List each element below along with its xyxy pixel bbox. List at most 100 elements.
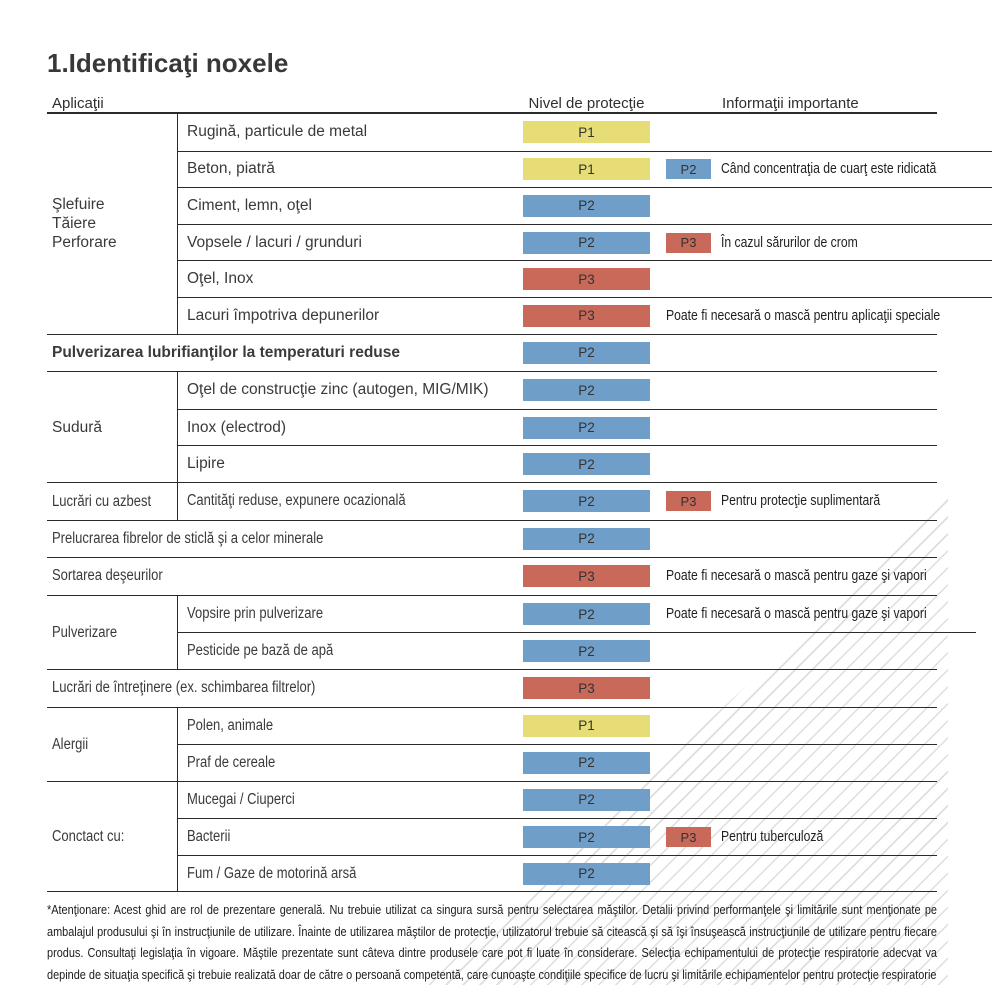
table-row: Oţel, Inox P3 <box>178 260 993 297</box>
table-group: Pulverizarea lubrifianţilor la temperatu… <box>47 333 937 372</box>
protection-chip: P1 <box>523 121 650 144</box>
row-label: Vopsele / lacuri / grunduri <box>187 233 362 251</box>
row-label: Cantităţi reduse, expunere ocazională <box>187 492 406 510</box>
info-text: Pentru tuberculoză <box>721 829 824 846</box>
table-row: Beton, piatră P1 P2 Când concentraţia de… <box>178 150 993 188</box>
info-text: Poate fi necesară o mască pentru aplicaţ… <box>666 307 941 324</box>
category-cell: Conctact cu: <box>47 781 178 892</box>
row-label: Lipire <box>187 455 225 473</box>
table-row: Vopsele / lacuri / grunduri P2 P3 În caz… <box>178 223 993 261</box>
protection-chip: P2 <box>523 751 650 774</box>
table-row: Vopsire prin pulverizare P2 Poate fi nec… <box>178 596 976 633</box>
info-text: Când concentraţia de cuarţ este ridicată <box>721 161 937 178</box>
table-row: Lipire P2 <box>178 445 937 482</box>
table-group: Lucrări de întreţinere (ex. schimbarea f… <box>47 668 937 707</box>
row-label: Oţel, Inox <box>187 270 254 288</box>
protection-chip-secondary: P3 <box>666 491 711 512</box>
protection-chip-secondary: P2 <box>666 159 711 180</box>
protection-chip: P2 <box>523 788 650 811</box>
table-row: Lacuri împotriva depunerilor P3 Poate fi… <box>178 296 993 334</box>
category-cell: Lucrări cu azbest <box>47 482 178 520</box>
table-row: Fum / Gaze de motorină arsă P2 <box>178 854 937 892</box>
table-body: Şlefuire Tăiere Perforare Rugină, partic… <box>47 114 993 893</box>
table-group: Sortarea deşeurilor P3 Poate fi necesară… <box>47 557 937 595</box>
table-group: Sudură Oţel de construcţie zinc (autogen… <box>47 371 937 482</box>
protection-chip: P3 <box>523 565 650 588</box>
table-group: Prelucrarea fibrelor de sticlă şi a celo… <box>47 519 937 558</box>
row-label: Fum / Gaze de motorină arsă <box>187 864 357 882</box>
row-label: Pulverizarea lubrifianţilor la temperatu… <box>52 343 401 361</box>
category-label: Lucrări cu azbest <box>52 492 152 510</box>
row-label: Beton, piatră <box>187 160 275 178</box>
row-label: Praf de cereale <box>187 753 276 771</box>
protection-chip-secondary: P3 <box>666 827 711 848</box>
row-label: Oţel de construcţie zinc (autogen, MIG/M… <box>187 381 489 399</box>
protection-chip: P2 <box>523 416 650 439</box>
category-label: Conctact cu: <box>52 828 125 846</box>
table-row: Cantităţi reduse, expunere ocazională P2… <box>178 483 937 520</box>
protection-chip: P2 <box>523 490 650 513</box>
row-label: Ciment, lemn, oţel <box>187 196 312 214</box>
table-row: Ciment, lemn, oţel P2 <box>178 187 993 224</box>
protection-chip: P2 <box>523 194 650 217</box>
protection-chip: P2 <box>523 379 650 402</box>
header-applications: Aplicaţii <box>52 95 104 112</box>
row-label: Pesticide pe bază de apă <box>187 642 334 660</box>
table-row: Polen, animale P1 <box>178 708 937 745</box>
info-text: În cazul sărurilor de crom <box>721 234 858 251</box>
protection-chip: P2 <box>523 640 650 663</box>
table-group: Conctact cu: Mucegai / Ciuperci P2 Bacte… <box>47 780 937 892</box>
protection-chip: P2 <box>523 527 650 550</box>
category-cell: Alergii <box>47 707 178 781</box>
table-row: Praf de cereale P2 <box>178 744 937 781</box>
row-label: Lucrări de întreţinere (ex. schimbarea f… <box>52 679 316 697</box>
row-label: Bacterii <box>187 828 231 846</box>
table-row: Oţel de construcţie zinc (autogen, MIG/M… <box>178 372 937 409</box>
table-row: Pulverizarea lubrifianţilor la temperatu… <box>47 335 937 372</box>
footnote-container: *Atenţionare: Acest ghid are rol de prez… <box>47 899 937 985</box>
category-cell: Pulverizare <box>47 595 178 669</box>
protection-chip: P2 <box>523 862 650 885</box>
category-cell: Sudură <box>47 372 178 482</box>
protection-chip: P1 <box>523 158 650 181</box>
header-protection-level: Nivel de protecţie <box>528 95 645 112</box>
table-row: Bacterii P2 P3 Pentru tuberculoză <box>178 818 937 855</box>
protection-chip: P2 <box>523 603 650 626</box>
protection-chip: P3 <box>523 304 650 327</box>
table-header: Aplicaţii Nivel de protecţie Informaţii … <box>47 88 937 114</box>
row-label: Sortarea deşeurilor <box>52 567 163 585</box>
protection-chip: P2 <box>523 341 650 364</box>
protection-chip-secondary: P3 <box>666 232 711 253</box>
table-row: Pesticide pe bază de apă P2 <box>178 632 977 669</box>
protection-chip: P2 <box>523 231 650 254</box>
table-row: Prelucrarea fibrelor de sticlă şi a celo… <box>47 521 937 558</box>
footnote: *Atenţionare: Acest ghid are rol de prez… <box>47 902 937 982</box>
row-label: Lacuri împotriva depunerilor <box>187 306 380 324</box>
category-cell: Şlefuire Tăiere Perforare <box>47 114 178 334</box>
table-group: Lucrări cu azbest Cantităţi reduse, expu… <box>47 481 937 520</box>
header-important-info: Informaţii importante <box>722 95 859 112</box>
info-text: Poate fi necesară o mască pentru gaze şi… <box>666 568 927 585</box>
info-text: Poate fi necesară o mască pentru gaze şi… <box>666 606 927 623</box>
protection-chip: P3 <box>523 677 650 700</box>
table-row: Mucegai / Ciuperci P2 <box>178 782 937 819</box>
protection-chip: P1 <box>523 714 650 737</box>
row-label: Inox (electrod) <box>187 418 287 436</box>
row-label: Rugină, particule de metal <box>187 123 368 141</box>
page-title: 1.Identificaţi noxele <box>47 48 289 78</box>
table-row: Inox (electrod) P2 <box>178 408 937 446</box>
table-group: Şlefuire Tăiere Perforare Rugină, partic… <box>47 114 993 334</box>
row-label: Vopsire prin pulverizare <box>187 605 324 623</box>
protection-chip: P3 <box>523 268 650 291</box>
category-label: Alergii <box>52 735 89 753</box>
hazard-table: Aplicaţii Nivel de protecţie Informaţii … <box>47 88 993 893</box>
protection-chip: P2 <box>523 453 650 476</box>
table-group: Pulverizare Vopsire prin pulverizare P2 … <box>47 594 977 669</box>
table-row: Sortarea deşeurilor P3 Poate fi necesară… <box>47 558 976 595</box>
protection-chip: P2 <box>523 826 650 849</box>
row-label: Mucegai / Ciuperci <box>187 790 295 808</box>
row-label: Polen, animale <box>187 716 274 734</box>
table-row: Lucrări de întreţinere (ex. schimbarea f… <box>47 670 937 707</box>
table-row: Rugină, particule de metal P1 <box>178 114 992 151</box>
